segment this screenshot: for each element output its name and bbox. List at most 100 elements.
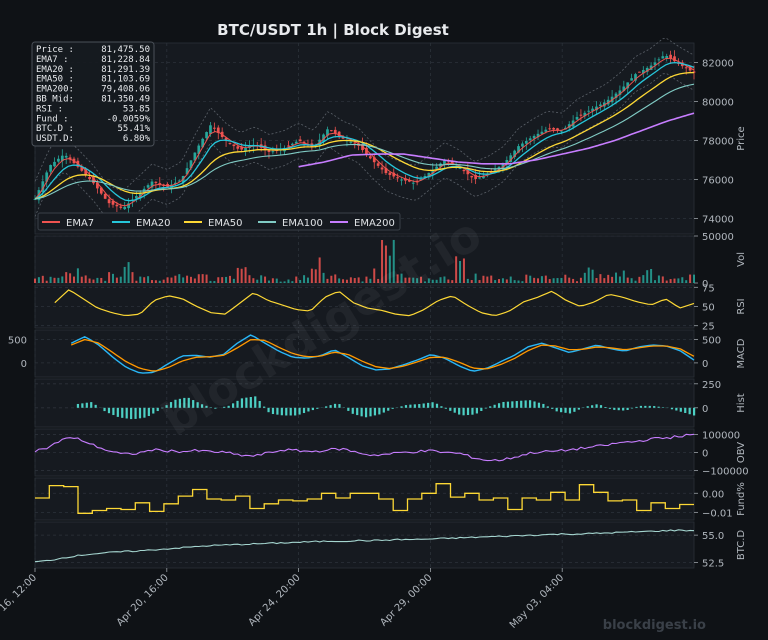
hist-bar xyxy=(391,407,394,409)
volume-bar xyxy=(420,276,423,283)
macd-ylabel: MACD xyxy=(736,338,747,368)
macd-ytick-label-left: 500 xyxy=(8,335,27,346)
candle-body xyxy=(474,174,477,179)
volume-bar xyxy=(654,280,657,283)
hist-bar xyxy=(285,407,288,416)
volume-bar xyxy=(158,280,161,283)
volume-bar xyxy=(533,277,536,283)
candle-body xyxy=(123,206,127,210)
info-label: BTC.D : xyxy=(36,124,74,134)
hist-bar xyxy=(143,407,146,418)
candle-body xyxy=(618,90,622,95)
info-label: Fund : xyxy=(36,114,69,124)
hist-bar xyxy=(422,403,425,408)
hist-bar xyxy=(165,405,168,408)
candle-body xyxy=(638,71,641,73)
obv-ytick-label: −100000 xyxy=(702,467,749,478)
btcd-ylabel: BTC.D xyxy=(736,530,747,561)
candle-body xyxy=(224,137,228,141)
volume-bar xyxy=(76,268,79,283)
candle-body xyxy=(138,192,142,199)
volume-bar xyxy=(193,278,196,283)
volume-bar xyxy=(587,267,590,283)
hist-bar xyxy=(351,407,354,414)
hist-bar xyxy=(236,400,239,408)
candle-body xyxy=(96,182,99,189)
funding-line xyxy=(35,483,694,514)
volume-bar xyxy=(275,278,278,283)
candle-body xyxy=(185,168,189,175)
candle-body xyxy=(240,146,244,150)
candle-body xyxy=(103,193,107,199)
candle-body xyxy=(583,112,587,117)
legend-label-ema7: EMA7 xyxy=(66,218,94,229)
volume-bar xyxy=(80,276,83,283)
candle-body xyxy=(431,169,435,174)
hist-bar xyxy=(227,405,230,408)
macd_hist-frame xyxy=(34,378,695,428)
funding-ylabel: Fund% xyxy=(736,482,747,516)
macd_hist-ylabel: Hist xyxy=(736,393,747,413)
watermark-corner: blockdigest.io xyxy=(603,618,706,633)
hist-bar xyxy=(174,399,177,408)
volume-bar xyxy=(166,277,169,283)
candle-body xyxy=(599,104,602,107)
volume-bar xyxy=(544,275,547,283)
hist-bar xyxy=(112,407,115,416)
volume-bar xyxy=(646,270,649,283)
hist-bar xyxy=(622,407,625,411)
volume-bar xyxy=(431,279,434,283)
btcd-ytick-label: 55.0 xyxy=(702,531,724,542)
info-box: Price : 81,475.50 EMA7 : 81,228.84 EMA20 : 81… xyxy=(31,41,155,147)
hist-bar xyxy=(325,406,328,408)
volume-bar xyxy=(127,262,130,283)
hist-bar xyxy=(338,404,341,408)
hist-bar xyxy=(214,407,217,409)
volume-bar xyxy=(283,281,286,283)
volume-bar xyxy=(603,278,606,283)
candle-body xyxy=(287,145,290,147)
candle-body xyxy=(365,147,368,155)
hist-bar xyxy=(130,407,133,420)
macd_hist-ytick-label: 250 xyxy=(702,380,721,391)
candle-body xyxy=(244,147,247,152)
candle-body xyxy=(333,129,337,134)
hist-bar xyxy=(356,407,359,416)
volume-bar xyxy=(591,269,594,283)
volume-bar xyxy=(626,277,629,283)
volume-bar xyxy=(529,275,532,283)
info-value: 53.85 xyxy=(123,104,150,114)
candle-body xyxy=(634,74,637,81)
hist-bar xyxy=(85,402,88,408)
hist-bar xyxy=(493,404,496,408)
volume-bar xyxy=(611,276,614,283)
hist-bar xyxy=(458,407,461,415)
volume-bar xyxy=(182,277,185,283)
hist-bar xyxy=(431,402,434,408)
candle-body xyxy=(556,128,559,131)
volume-bar xyxy=(186,275,189,283)
hist-bar xyxy=(280,407,283,416)
hist-bar xyxy=(289,407,292,416)
hist-bar xyxy=(147,407,150,417)
volume-bar xyxy=(384,245,387,283)
volume-bar xyxy=(486,276,489,283)
candle-body xyxy=(443,160,446,165)
hist-bar xyxy=(524,400,527,408)
volume-bar xyxy=(521,281,524,283)
hist-bar xyxy=(427,402,430,408)
rsi-ytick-label: 25 xyxy=(702,322,715,333)
hist-bar xyxy=(630,407,634,409)
legend: EMA7 EMA20 EMA50 EMA100 EMA200 xyxy=(37,212,401,231)
candle-body xyxy=(294,141,298,144)
info-label: EMA20 : xyxy=(36,65,74,75)
hist-bar xyxy=(178,398,181,408)
volume-bar xyxy=(657,275,660,283)
volume-bar xyxy=(622,270,625,283)
candle-body xyxy=(540,131,544,135)
rsi-ytick-label: 50 xyxy=(702,303,715,314)
candle-body xyxy=(236,146,240,149)
volume-ytick-label: 50000 xyxy=(702,232,734,243)
macd-ytick-label: 500 xyxy=(702,335,721,346)
hist-bar xyxy=(276,407,279,415)
